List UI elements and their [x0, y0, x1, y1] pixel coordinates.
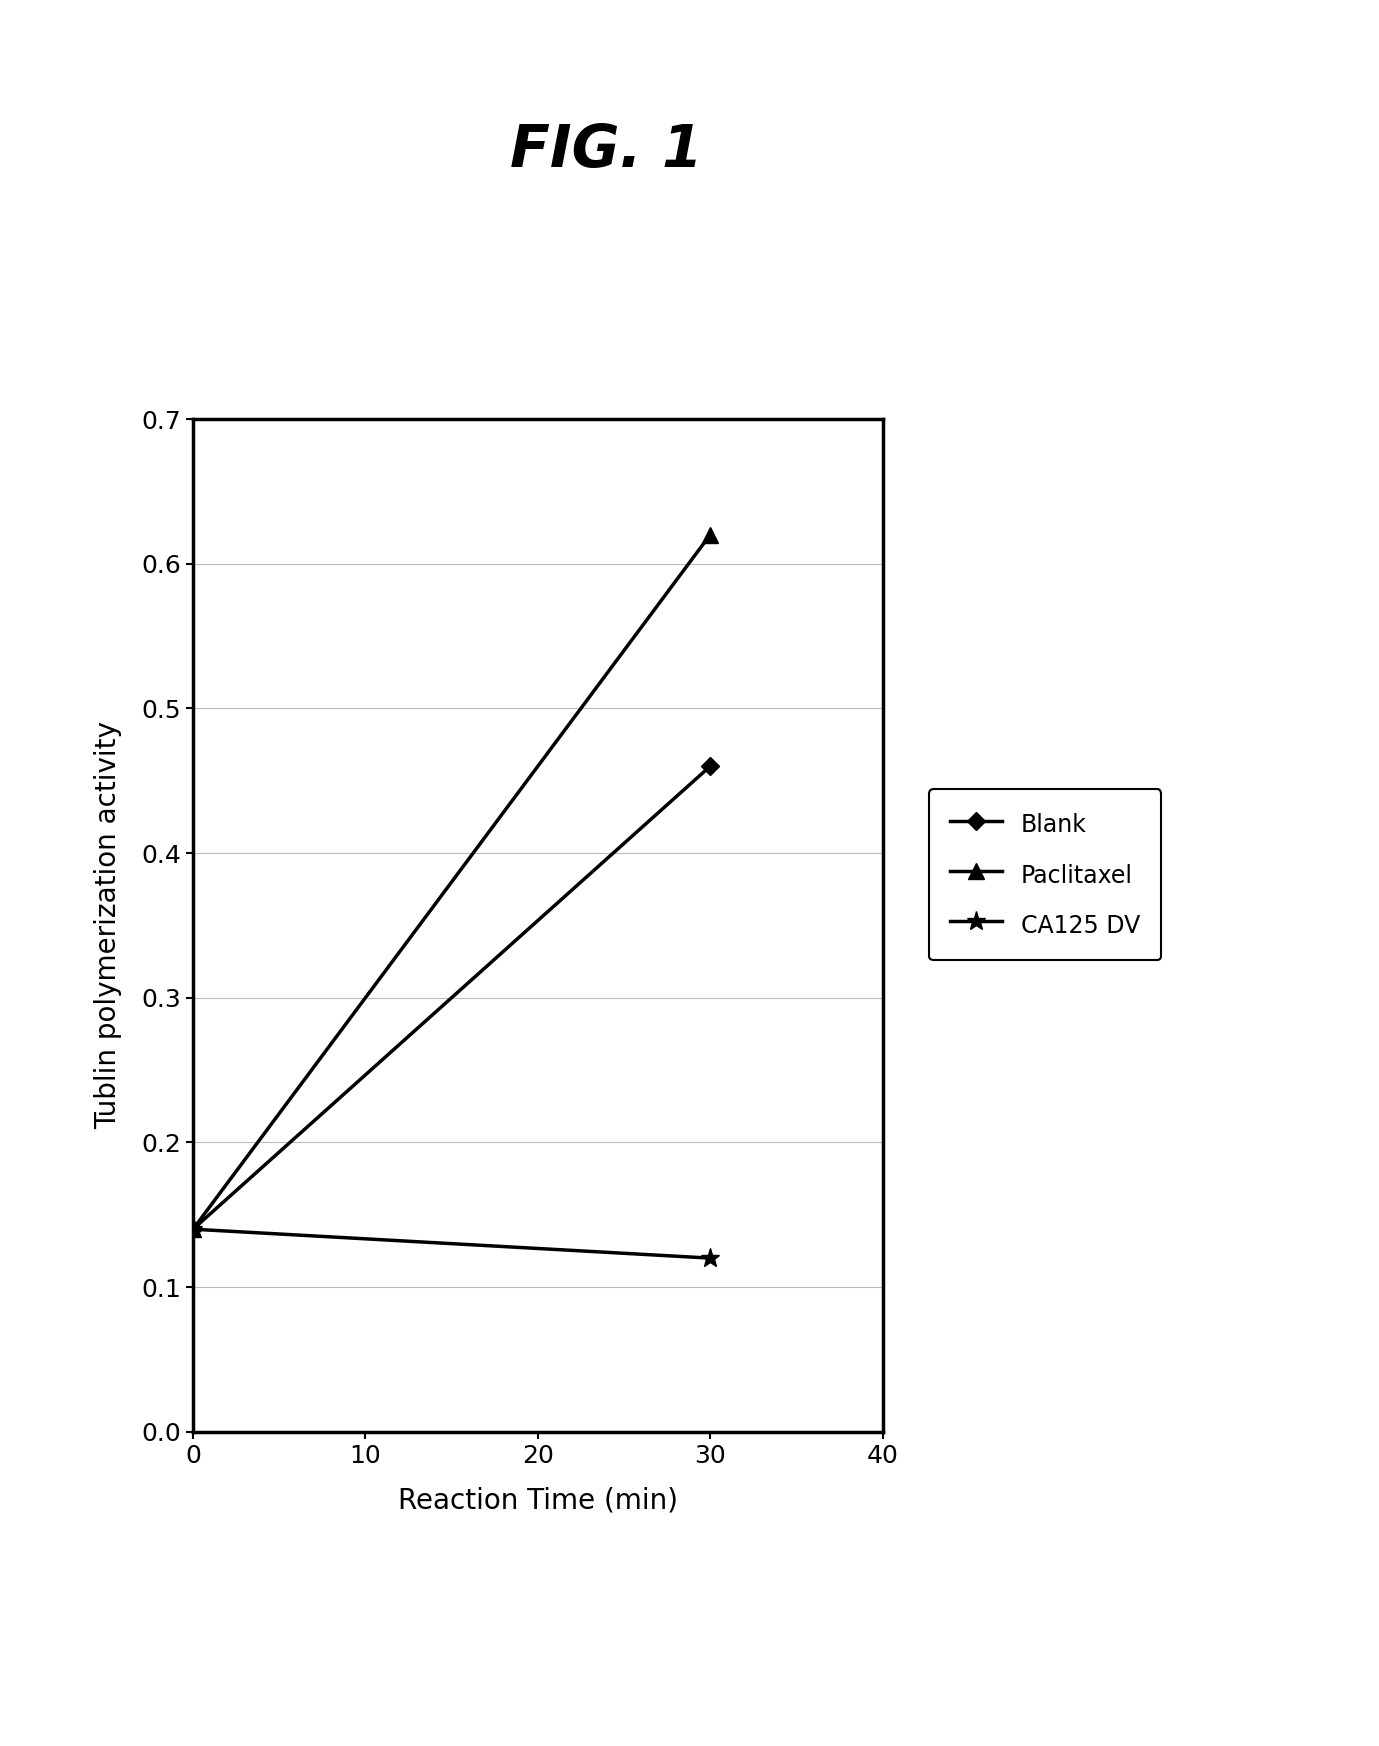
X-axis label: Reaction Time (min): Reaction Time (min) — [397, 1488, 678, 1516]
Blank — [702, 756, 718, 777]
Y-axis label: Tublin polymerization activity: Tublin polymerization activity — [94, 721, 121, 1130]
Line: Paclitaxel: Paclitaxel — [185, 527, 718, 1236]
Paclitaxel — [185, 1219, 201, 1240]
Legend: Blank, Paclitaxel, CA125 DV: Blank, Paclitaxel, CA125 DV — [929, 789, 1161, 960]
CA125 DV — [185, 1219, 201, 1240]
Line: CA125 DV: CA125 DV — [183, 1219, 720, 1268]
Paclitaxel — [702, 524, 718, 545]
Blank — [185, 1219, 201, 1240]
Text: FIG. 1: FIG. 1 — [510, 122, 703, 180]
Line: Blank: Blank — [186, 760, 717, 1236]
CA125 DV — [702, 1248, 718, 1269]
